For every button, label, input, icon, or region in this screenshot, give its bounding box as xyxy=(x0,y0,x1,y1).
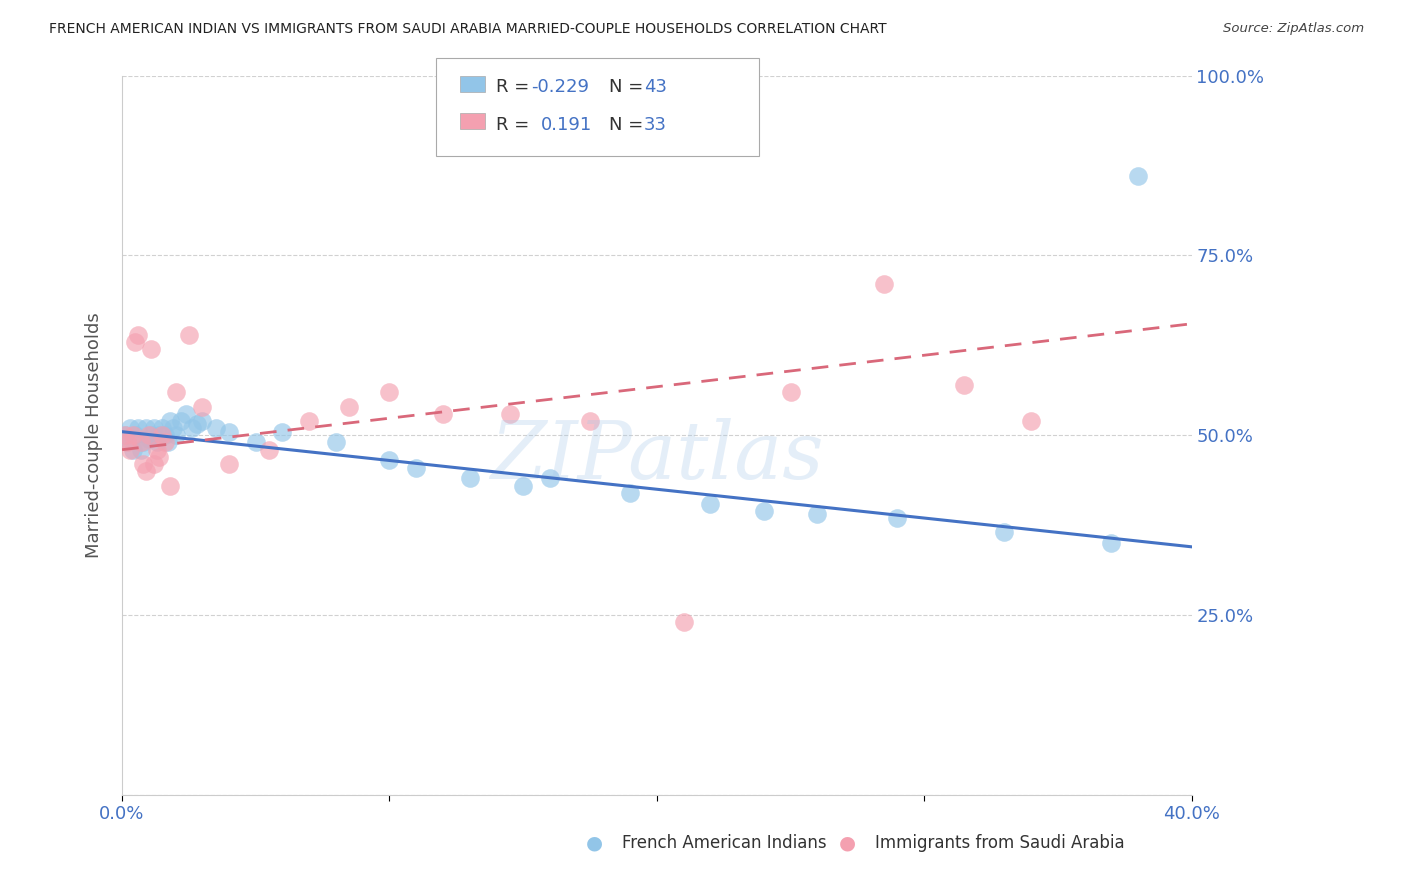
Point xyxy=(512,478,534,492)
Point xyxy=(146,435,169,450)
Text: R =: R = xyxy=(496,116,536,134)
Point xyxy=(325,435,347,450)
Point xyxy=(405,460,427,475)
Point xyxy=(159,414,181,428)
Text: Source: ZipAtlas.com: Source: ZipAtlas.com xyxy=(1223,22,1364,36)
Point xyxy=(138,432,160,446)
Y-axis label: Married-couple Households: Married-couple Households xyxy=(86,312,103,558)
Point xyxy=(1019,414,1042,428)
Point xyxy=(177,327,200,342)
Text: -0.229: -0.229 xyxy=(531,78,589,96)
Point xyxy=(1099,536,1122,550)
Text: ●: ● xyxy=(585,833,603,853)
Point xyxy=(378,453,401,467)
Text: 33: 33 xyxy=(644,116,666,134)
Point xyxy=(138,428,160,442)
Point xyxy=(150,421,173,435)
Point xyxy=(191,400,214,414)
Point xyxy=(135,464,157,478)
Point xyxy=(148,450,170,464)
Point xyxy=(619,486,641,500)
Point xyxy=(186,417,208,432)
Text: R =: R = xyxy=(496,78,536,96)
Point xyxy=(120,421,142,435)
Point xyxy=(218,425,240,439)
Point xyxy=(170,414,193,428)
Point xyxy=(953,378,976,392)
Point xyxy=(135,421,157,435)
Point xyxy=(153,428,176,442)
Point xyxy=(129,435,152,450)
Point xyxy=(124,334,146,349)
Point xyxy=(124,428,146,442)
Text: 43: 43 xyxy=(644,78,666,96)
Point xyxy=(579,414,602,428)
Point xyxy=(156,435,179,450)
Point xyxy=(153,435,176,450)
Text: ZIPatlas: ZIPatlas xyxy=(491,418,824,496)
Point xyxy=(121,442,143,457)
Point xyxy=(432,407,454,421)
Point xyxy=(132,435,155,450)
Point xyxy=(779,385,801,400)
Point xyxy=(114,428,136,442)
Point xyxy=(146,442,169,457)
Point xyxy=(143,421,166,435)
Text: ●: ● xyxy=(838,833,856,853)
Point xyxy=(141,428,163,442)
Point xyxy=(162,421,184,435)
Point xyxy=(141,342,163,356)
Point xyxy=(165,428,187,442)
Point xyxy=(257,442,280,457)
Point xyxy=(148,428,170,442)
Point xyxy=(1126,169,1149,184)
Point xyxy=(886,511,908,525)
Point xyxy=(132,457,155,471)
Point xyxy=(165,385,187,400)
Point xyxy=(993,525,1015,540)
Point xyxy=(499,407,522,421)
Point xyxy=(143,457,166,471)
Point xyxy=(806,508,828,522)
Point xyxy=(127,327,149,342)
Point xyxy=(672,615,695,630)
Point xyxy=(174,407,197,421)
Point xyxy=(458,471,481,485)
Point xyxy=(191,414,214,428)
Point xyxy=(699,497,721,511)
Point xyxy=(245,435,267,450)
Text: Immigrants from Saudi Arabia: Immigrants from Saudi Arabia xyxy=(875,834,1125,852)
Point xyxy=(752,504,775,518)
Point xyxy=(204,421,226,435)
Text: French American Indians: French American Indians xyxy=(621,834,827,852)
Point xyxy=(117,435,139,450)
Point xyxy=(218,457,240,471)
Point xyxy=(127,421,149,435)
Point xyxy=(180,421,202,435)
Point xyxy=(271,425,294,439)
Point xyxy=(378,385,401,400)
Point xyxy=(121,428,143,442)
Text: N =: N = xyxy=(609,116,648,134)
Point xyxy=(120,442,142,457)
Point xyxy=(873,277,896,292)
Point xyxy=(150,428,173,442)
Point xyxy=(129,442,152,457)
Point xyxy=(159,478,181,492)
Point xyxy=(117,435,139,450)
Point xyxy=(298,414,321,428)
Text: N =: N = xyxy=(609,78,648,96)
Point xyxy=(538,471,561,485)
Point xyxy=(114,428,136,442)
Text: 0.191: 0.191 xyxy=(541,116,592,134)
Point xyxy=(337,400,360,414)
Text: FRENCH AMERICAN INDIAN VS IMMIGRANTS FROM SAUDI ARABIA MARRIED-COUPLE HOUSEHOLDS: FRENCH AMERICAN INDIAN VS IMMIGRANTS FRO… xyxy=(49,22,887,37)
